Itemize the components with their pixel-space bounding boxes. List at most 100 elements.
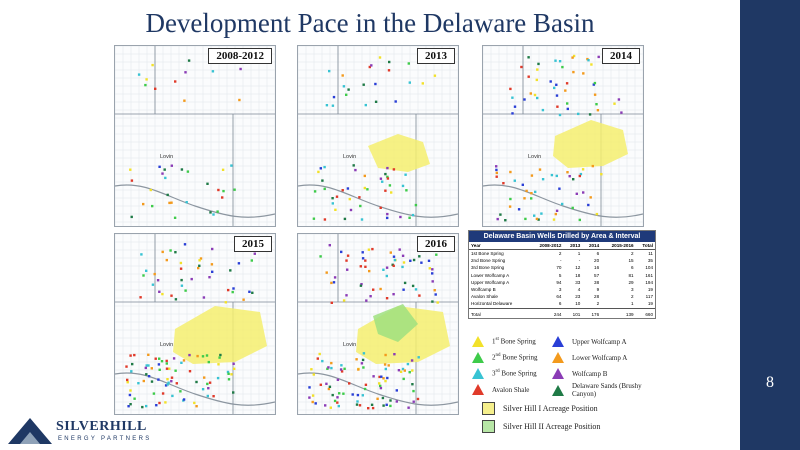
legend-label: Upper Wolfcamp A <box>572 337 627 346</box>
well-mark <box>382 377 385 380</box>
well-mark <box>374 82 377 86</box>
well-mark <box>368 269 371 273</box>
well-mark <box>174 251 177 254</box>
well-mark <box>216 376 220 380</box>
map-year-label: 2013 <box>417 48 455 64</box>
well-mark <box>330 361 333 365</box>
well-mark <box>495 165 498 168</box>
well-mark <box>558 60 562 63</box>
table-cell: 5 <box>558 272 562 278</box>
well-mark <box>384 189 387 192</box>
well-mark <box>496 217 499 221</box>
table-row: 3rd Bone Spring 70 12 16 6 104 <box>469 264 655 271</box>
well-mark <box>170 201 173 204</box>
well-mark <box>221 196 224 199</box>
table-cell: 2nd Bone Spring <box>471 258 506 264</box>
development-map-3: Lovin 2014 <box>482 45 644 227</box>
well-mark <box>195 405 198 408</box>
well-mark <box>587 59 590 62</box>
table-cell: 6 <box>596 251 600 256</box>
well-mark <box>370 403 374 406</box>
well-mark <box>407 406 410 409</box>
well-mark <box>382 404 385 407</box>
well-mark <box>431 272 434 275</box>
well-mark <box>340 370 344 373</box>
table-row: Horizontal Delaware 6 10 2 1 19 <box>469 300 655 308</box>
well-mark <box>536 68 539 71</box>
well-mark <box>362 83 365 86</box>
well-mark <box>161 172 164 175</box>
well-mark <box>411 284 415 288</box>
well-mark <box>572 70 575 74</box>
well-mark <box>401 254 405 257</box>
table-cell: 70 <box>556 265 562 271</box>
table-cell: 194 <box>645 279 653 285</box>
well-mark <box>379 384 382 388</box>
well-mark <box>381 396 385 400</box>
well-mark <box>554 59 557 62</box>
legend-item: Lower Wolfcamp A <box>552 352 627 363</box>
well-mark <box>369 295 372 298</box>
legend-item: Avalon Shale <box>472 384 529 395</box>
well-mark <box>331 197 334 200</box>
well-mark <box>524 217 527 221</box>
well-mark <box>328 244 331 247</box>
well-mark <box>555 94 559 97</box>
well-mark <box>376 397 379 400</box>
well-mark <box>164 384 168 387</box>
well-mark <box>597 55 600 59</box>
well-mark <box>431 280 434 283</box>
well-mark <box>386 166 389 170</box>
well-mark <box>174 369 177 372</box>
well-mark <box>384 353 387 357</box>
slide-title: Development Pace in the Delaware Basin <box>145 8 595 38</box>
well-mark <box>617 98 621 101</box>
well-mark <box>346 254 350 257</box>
well-mark <box>581 168 585 171</box>
well-mark <box>378 375 381 379</box>
well-mark <box>363 387 367 391</box>
well-mark <box>158 401 161 405</box>
well-mark <box>186 170 190 173</box>
well-mark <box>593 93 597 96</box>
well-mark <box>165 362 168 365</box>
table-cell: 20 <box>594 258 600 264</box>
well-mark <box>319 383 322 386</box>
well-mark <box>185 201 188 204</box>
well-mark <box>170 164 173 167</box>
well-mark <box>374 100 378 103</box>
well-mark <box>170 294 173 297</box>
legend-label: Lower Wolfcamp A <box>572 353 628 362</box>
table-cell: 11 <box>648 251 653 256</box>
well-mark <box>238 98 241 102</box>
well-mark <box>219 353 222 357</box>
table-cell: 117 <box>645 294 653 300</box>
well-mark <box>358 196 361 199</box>
well-mark <box>595 103 598 106</box>
well-mark <box>129 168 132 171</box>
well-mark <box>161 392 165 395</box>
well-mark <box>408 216 411 219</box>
well-mark <box>210 263 214 266</box>
well-mark <box>363 186 366 190</box>
acreage-polygon-1 <box>173 306 267 364</box>
table-cell: 660 <box>635 307 655 318</box>
table-row: Upper Wolfcamp A 94 33 38 29 194 <box>469 279 655 286</box>
well-mark <box>129 389 132 392</box>
well-mark <box>133 397 136 400</box>
well-mark <box>212 395 215 398</box>
well-mark <box>371 247 374 251</box>
well-mark <box>359 284 363 287</box>
well-mark <box>202 296 206 299</box>
well-mark <box>389 251 392 254</box>
well-mark <box>348 197 351 201</box>
well-mark <box>187 59 191 62</box>
well-mark <box>536 96 539 100</box>
side-bar <box>740 0 800 450</box>
well-mark <box>165 258 168 262</box>
map-graphic: Lovin <box>115 234 275 414</box>
map-year-label: 2008-2012 <box>208 48 272 64</box>
table-cell: Lower Wolfcamp A <box>471 272 510 278</box>
table-cell: 35 <box>647 258 653 264</box>
well-mark <box>253 252 256 255</box>
